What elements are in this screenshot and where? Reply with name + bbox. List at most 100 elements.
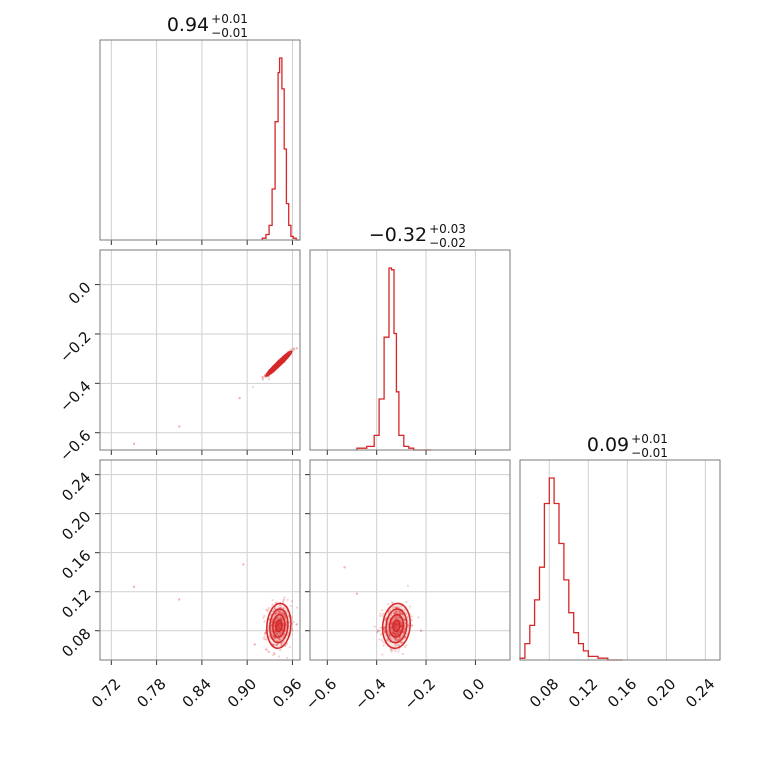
sample-point: [266, 610, 268, 612]
contour-level: [275, 620, 282, 632]
sample-point: [397, 650, 399, 652]
sample-point: [377, 629, 379, 631]
sample-point: [411, 624, 413, 626]
sample-point: [378, 638, 380, 640]
y-tick-label: 0.12: [58, 586, 94, 622]
x-tick-label: 0.78: [133, 675, 169, 711]
outlier-point: [178, 598, 180, 600]
sample-point: [293, 347, 295, 349]
sample-point: [252, 386, 254, 388]
sample-point: [263, 637, 265, 639]
scatter-panel-0: [95, 250, 300, 455]
sample-point: [391, 601, 393, 603]
sample-point: [291, 629, 293, 631]
sample-point: [409, 605, 411, 607]
outlier-point: [238, 397, 240, 399]
sample-point: [263, 620, 265, 622]
panel-background: [100, 40, 300, 240]
sample-point: [265, 649, 267, 651]
panel-title: 0.94: [167, 14, 209, 36]
sample-point: [379, 615, 381, 617]
sample-point: [264, 635, 266, 637]
sample-point: [390, 649, 392, 651]
sample-point: [289, 646, 291, 648]
sample-point: [295, 624, 297, 626]
panel-background: [310, 250, 510, 450]
histogram-panel-0: 0.94 +0.01−0.01: [100, 12, 300, 245]
sample-point: [290, 348, 292, 350]
sample-point: [411, 619, 413, 621]
title-lower-error: −0.01: [211, 26, 248, 40]
y-tick-label: −0.4: [56, 377, 94, 415]
sample-point: [272, 603, 274, 605]
sample-point: [293, 621, 295, 623]
contour-level: [392, 620, 400, 632]
sample-point: [268, 651, 270, 653]
y-tick-label: −0.6: [56, 427, 94, 465]
sample-point: [296, 347, 298, 349]
x-tick-label: 0.24: [682, 675, 718, 711]
x-tick-label: 0.08: [526, 675, 562, 711]
sample-point: [262, 377, 264, 379]
sample-point: [283, 598, 285, 600]
sample-point: [380, 613, 382, 615]
x-tick-label: 0.20: [643, 675, 679, 711]
sample-point: [286, 657, 288, 659]
sample-point: [268, 378, 270, 380]
x-tick-label: −0.4: [351, 675, 389, 713]
sample-point: [290, 605, 292, 607]
outlier-point: [133, 443, 135, 445]
sample-point: [407, 585, 409, 587]
sample-point: [291, 600, 293, 602]
title-upper-error: +0.03: [429, 222, 466, 236]
sample-point: [262, 617, 264, 619]
x-tick-label: 0.16: [604, 675, 640, 711]
sample-point: [283, 596, 285, 598]
x-tick-label: −0.6: [302, 675, 340, 713]
y-tick-label: −0.2: [56, 328, 94, 366]
outlier-point: [356, 592, 358, 594]
outlier-point: [242, 563, 244, 565]
sample-point: [382, 641, 384, 643]
outlier-point: [178, 425, 180, 427]
sample-point: [383, 644, 385, 646]
x-tick-label: 0.84: [179, 675, 215, 711]
x-tick-label: 0.72: [88, 675, 124, 711]
title-upper-error: +0.01: [211, 12, 248, 26]
sample-point: [381, 639, 383, 641]
sample-point: [381, 654, 383, 656]
histogram-panel-1: −0.32 +0.03−0.02: [310, 222, 510, 455]
sample-point: [387, 603, 389, 605]
sample-point: [411, 615, 413, 617]
title-lower-error: −0.01: [631, 446, 668, 460]
x-tick-label: 0.0: [459, 675, 489, 705]
sample-point: [394, 650, 396, 652]
panel-background: [520, 460, 720, 660]
y-tick-label: 0.16: [58, 546, 94, 582]
outlier-point: [254, 643, 256, 645]
sample-point: [405, 644, 407, 646]
outlier-point: [420, 630, 422, 632]
sample-point: [374, 626, 376, 628]
sample-point: [381, 609, 383, 611]
sample-point: [275, 668, 277, 670]
sample-point: [296, 606, 298, 608]
title-upper-error: +0.01: [631, 432, 668, 446]
x-tick-label: −0.2: [401, 675, 439, 713]
panel-title: 0.09: [587, 434, 629, 456]
sample-point: [279, 649, 281, 651]
sample-point: [404, 646, 406, 648]
scatter-panel-2: [305, 460, 510, 665]
x-tick-label: 0.90: [224, 675, 260, 711]
title-lower-error: −0.02: [429, 236, 466, 250]
panel-title: −0.32: [369, 224, 427, 246]
panel-background: [100, 250, 300, 450]
sample-point: [272, 599, 274, 601]
y-tick-label: 0.24: [58, 468, 94, 504]
outlier-point: [343, 566, 345, 568]
scatter-panel-1: [95, 460, 300, 671]
histogram-panel-2: 0.09 +0.01−0.01: [520, 432, 720, 660]
x-tick-label: 0.12: [565, 675, 601, 711]
outlier-point: [133, 586, 135, 588]
